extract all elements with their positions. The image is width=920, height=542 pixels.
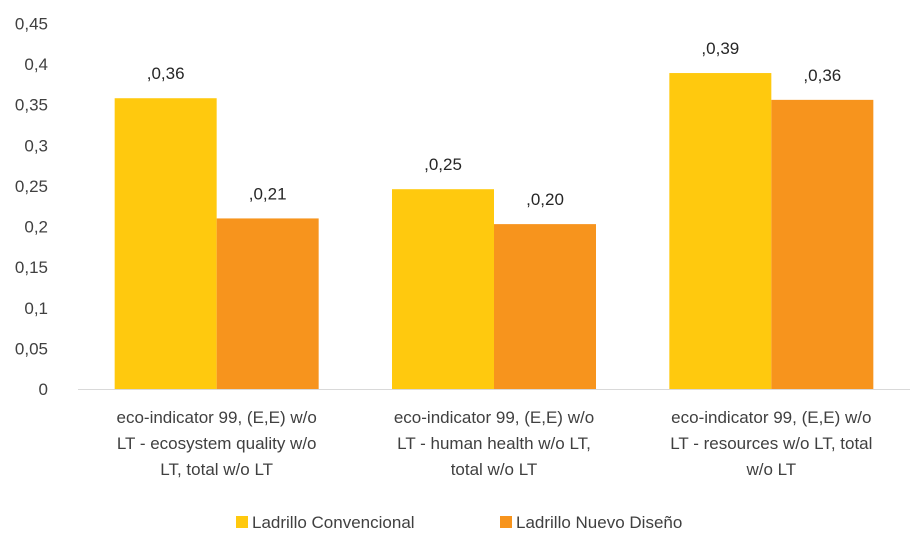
category-label: LT, total w/o LT (160, 460, 273, 479)
bar-convencional (669, 73, 772, 389)
bar-nuevo-diseno (494, 224, 596, 389)
y-tick-label: 0,35 (15, 96, 48, 115)
legend-label: Ladrillo Convencional (252, 513, 415, 532)
data-label: ,0,21 (249, 184, 287, 203)
bar-convencional (392, 189, 494, 389)
y-tick-label: 0,3 (24, 136, 48, 155)
data-labels: ,0,36 ,0,21 ,0,25 ,0,20 ,0,39 ,0,36 (147, 39, 841, 209)
data-label: ,0,39 (701, 39, 739, 58)
category-label: eco-indicator 99, (E,E) w/o (117, 408, 317, 427)
y-tick-label: 0,1 (24, 299, 48, 318)
y-axis-ticks: 0 0,05 0,1 0,15 0,2 0,25 0,3 0,35 0,4 0,45 (15, 15, 48, 400)
category-label: eco-indicator 99, (E,E) w/o (671, 408, 871, 427)
bar-convencional (114, 98, 217, 390)
legend: Ladrillo Convencional Ladrillo Nuevo Dise… (236, 513, 682, 532)
data-label: ,0,36 (147, 64, 185, 83)
legend-swatch (236, 516, 248, 528)
y-tick-label: 0,4 (24, 55, 48, 74)
category-label: LT - human health w/o LT, (397, 434, 591, 453)
data-label: ,0,20 (526, 190, 564, 209)
bar-nuevo-diseno (771, 99, 874, 390)
y-tick-label: 0,2 (24, 218, 48, 237)
y-tick-label: 0,15 (15, 258, 48, 277)
y-tick-label: 0,25 (15, 177, 48, 196)
y-tick-label: 0,45 (15, 15, 48, 34)
category-label: LT - resources w/o LT, total (670, 434, 872, 453)
category-label: w/o LT (745, 460, 796, 479)
data-label: ,0,36 (803, 66, 841, 85)
category-label: LT - ecosystem quality w/o (117, 434, 317, 453)
y-tick-label: 0,05 (15, 339, 48, 358)
bars (114, 73, 874, 390)
bar-nuevo-diseno (216, 218, 319, 389)
data-label: ,0,25 (424, 155, 462, 174)
category-labels: eco-indicator 99, (E,E) w/o LT - ecosyste… (117, 408, 873, 479)
y-tick-label: 0 (39, 380, 48, 399)
category-label: total w/o LT (451, 460, 538, 479)
legend-label: Ladrillo Nuevo Diseño (516, 513, 682, 532)
category-label: eco-indicator 99, (E,E) w/o (394, 408, 594, 427)
legend-swatch (500, 516, 512, 528)
